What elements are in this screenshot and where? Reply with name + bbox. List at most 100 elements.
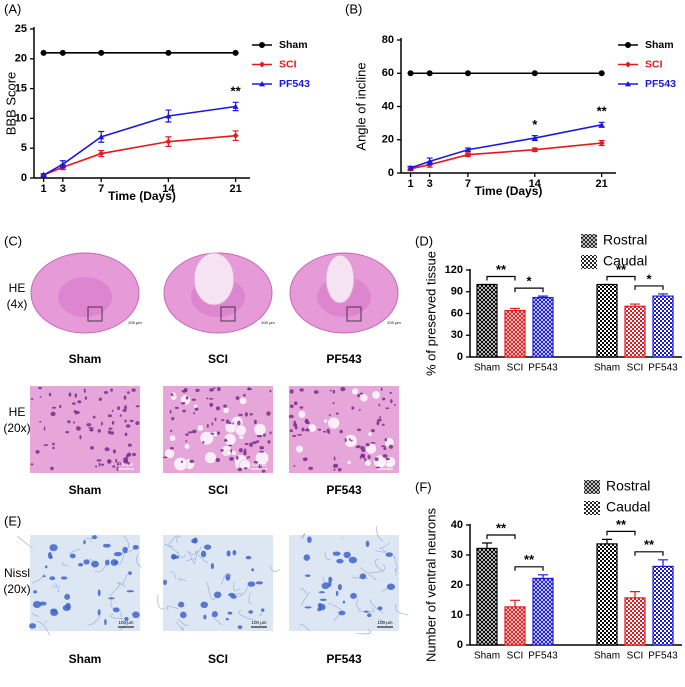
cell [104,618,107,626]
cell [336,558,344,564]
cell [180,401,186,405]
region-box [87,306,103,322]
cell [110,559,118,566]
fiber [394,568,397,576]
fiber [327,603,341,610]
error-bar [482,542,492,549]
cell [194,407,199,411]
cell [75,426,81,431]
cell [375,466,381,469]
cell [174,406,179,410]
cell [162,456,168,459]
vacuole [184,443,191,450]
fiber [157,594,165,610]
cell [318,591,326,594]
cell [333,468,336,471]
y-tick-label: 30 [451,329,463,341]
cell [43,444,49,446]
cell [238,413,243,416]
significance-label: ** [496,262,507,277]
cell [361,448,366,452]
cell [244,443,249,446]
cell [185,396,189,400]
vacuole [295,445,304,454]
y-axis-label: % of preserved tissue [423,251,438,376]
legend-label: Rostral [603,232,647,248]
fiber [300,533,306,539]
fiber [198,554,208,564]
cell [88,426,94,429]
vacuole [196,424,204,432]
y-tick-label: 30 [451,549,463,561]
x-axis-label: Time (Days) [475,184,543,198]
significance-label: * [526,274,532,289]
legend-swatch [584,501,600,515]
image-caption: PF543 [326,652,362,666]
cell [371,428,375,433]
cell [350,592,357,599]
cell [344,438,347,443]
cell [243,451,247,456]
cell [225,573,231,581]
y-tick-label: 0 [457,351,463,363]
cell [376,420,380,426]
cell [232,549,237,556]
marker [40,172,47,178]
marker [259,42,265,48]
fiber [176,535,181,543]
y-tick-label: 20 [382,134,394,146]
cell [112,465,116,468]
cell [382,397,386,401]
cell [332,551,341,556]
cell [124,616,129,621]
cell [47,551,52,559]
vacuole [204,451,217,464]
cell [304,606,312,609]
marker [98,49,105,56]
cell [105,559,110,566]
cell [304,419,310,424]
cell [179,611,187,619]
cell [337,584,342,591]
cell [365,540,370,548]
legend-label: SCI [645,58,663,70]
cell [308,466,314,471]
series-line [410,142,602,170]
fiber [356,598,362,610]
cell [288,414,294,419]
fiber [238,609,256,621]
cell [343,551,351,559]
cell [247,581,256,587]
marker [259,61,265,68]
cell [89,428,94,432]
error-bar [658,559,668,567]
legend-label: SCI [279,58,297,70]
cell [299,406,304,409]
cell [232,422,235,425]
cell [307,536,312,543]
cell [306,427,309,431]
scale-bar-label: 100 μm [251,462,266,467]
cell [209,388,214,392]
marker [625,42,631,48]
cell [214,417,217,421]
cell [366,613,372,618]
panel-label: (D) [415,233,433,248]
cell [213,387,216,390]
cell [220,448,224,452]
legend-swatch [584,480,600,494]
cell [374,457,379,462]
cell [230,595,237,599]
cell [385,457,390,461]
cell [210,403,212,408]
x-tick-label: 14 [162,183,175,195]
x-tick-label: 7 [98,183,104,195]
cell [108,597,115,600]
x-tick-label: 3 [60,183,66,195]
significance-bracket [514,566,544,571]
cell [96,459,102,462]
cell [293,401,298,406]
cell [79,435,82,440]
cell [293,420,296,426]
